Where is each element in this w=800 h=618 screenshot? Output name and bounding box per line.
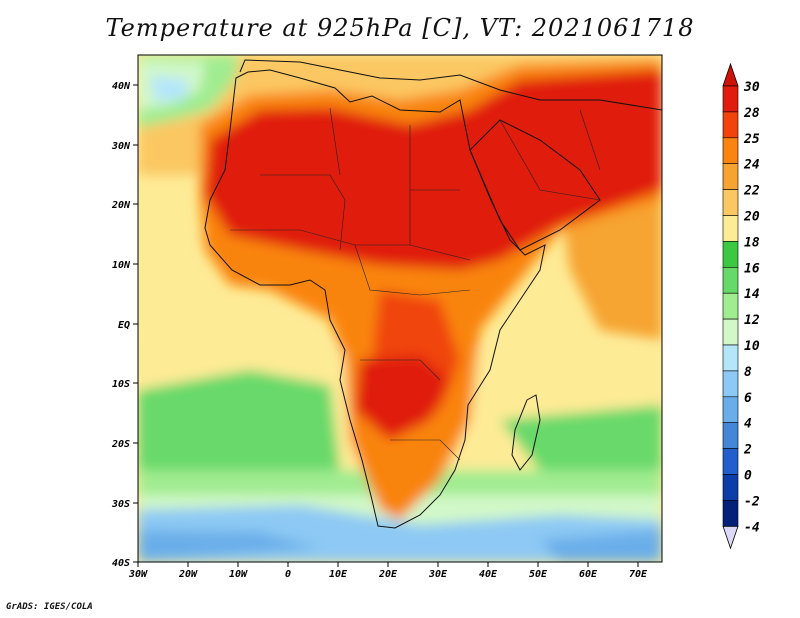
colorbar-swatch	[722, 448, 739, 475]
colorbar-label: 4	[744, 417, 752, 432]
colorbar-label: 0	[744, 469, 752, 484]
colorbar-label: 20	[743, 210, 760, 225]
colorbar-swatch	[722, 500, 739, 527]
africa-coastline	[204, 69, 546, 529]
x-tick-label: 70E	[629, 569, 648, 580]
colorbar-label: 18	[744, 235, 760, 250]
field-south-deep	[138, 530, 320, 562]
colorbar-top-arrow	[722, 62, 739, 87]
colorbar-swatch	[722, 474, 739, 501]
colorbar-swatch	[722, 370, 739, 398]
colorbar-label: 12	[744, 313, 760, 328]
credit-label: GrADS: IGES/COLA	[6, 602, 93, 612]
colorbar-swatch	[722, 318, 739, 346]
colorbar-label: 30	[743, 80, 760, 95]
field-land-hot	[205, 70, 662, 270]
colorbar-label: 22	[743, 184, 760, 199]
colorbar-swatch	[722, 241, 739, 268]
colorbar-swatch	[722, 422, 739, 449]
y-tick-label: EQ	[118, 320, 130, 331]
colorbar-label: 25	[743, 132, 760, 147]
x-tick-label: 0	[285, 569, 291, 580]
x-tick-label: 20W	[178, 569, 198, 580]
country-borders	[230, 107, 601, 461]
y-tick-label: 30N	[111, 141, 131, 152]
field-south-green-e	[500, 405, 662, 470]
field-south-green	[138, 370, 340, 480]
x-axis-labels: 30W 20W 10W 0 10E 20E 30E 40E 50E 60E 70…	[128, 569, 648, 580]
colorbar-label: 28	[743, 106, 760, 121]
x-tick-label: 10E	[329, 569, 348, 580]
colorbar-swatch	[722, 292, 739, 320]
colorbar-swatch	[722, 189, 739, 216]
field-zambia-hot	[355, 355, 450, 440]
europe-coastline	[239, 59, 662, 111]
y-tick-label: 20S	[111, 439, 130, 450]
colorbar-label: -2	[744, 494, 760, 509]
y-tick-label: 20N	[111, 200, 131, 211]
field-indian-warm	[560, 190, 662, 340]
y-tick-label: 10S	[112, 379, 130, 390]
x-tick-label: 50E	[529, 569, 548, 580]
x-tick-label: 60E	[579, 569, 598, 580]
x-tick-label: 40E	[479, 569, 498, 580]
colorbar-bottom-arrow	[722, 525, 739, 550]
y-tick-label: 40N	[112, 81, 131, 92]
map-frame	[137, 54, 663, 563]
y-tick-label: 10N	[112, 260, 131, 271]
map-title: Temperature at 925hPa [C], VT: 202106171…	[105, 14, 695, 42]
axis-ticks	[133, 84, 639, 567]
madagascar-coastline	[511, 394, 541, 471]
colorbar-label: 8	[744, 365, 752, 380]
x-tick-label: 30W	[128, 569, 148, 580]
y-axis-labels: 40N 30N 20N 10N EQ 10S 20S 30S 40S	[111, 81, 131, 569]
colorbar-label: -4	[744, 520, 760, 535]
map-panel	[138, 55, 662, 562]
colorbar-swatch	[722, 137, 739, 165]
colorbar-swatch	[722, 215, 739, 242]
colorbar-label: 24	[743, 158, 760, 173]
field-n-atlantic-blue	[150, 75, 190, 102]
field-south-deep-e	[540, 530, 662, 562]
colorbar-swatch	[722, 344, 739, 372]
colorbar-swatch	[722, 85, 739, 113]
colorbar-swatch	[722, 266, 739, 294]
temperature-field	[138, 55, 662, 562]
colorbar-label: 14	[744, 287, 760, 302]
colorbar-label: 10	[744, 339, 760, 354]
colorbar-swatch	[722, 396, 739, 423]
colorbar-swatch	[722, 163, 739, 190]
y-tick-label: 40S	[112, 558, 130, 569]
x-tick-label: 30E	[428, 569, 448, 580]
colorbar-label: 6	[744, 391, 752, 406]
x-tick-label: 10W	[229, 569, 248, 580]
colorbar-label: 2	[743, 443, 752, 458]
y-tick-label: 30S	[111, 499, 130, 510]
colorbar-swatch	[722, 111, 739, 139]
colorbar-label: 16	[744, 261, 760, 276]
x-tick-label: 20E	[378, 569, 398, 580]
